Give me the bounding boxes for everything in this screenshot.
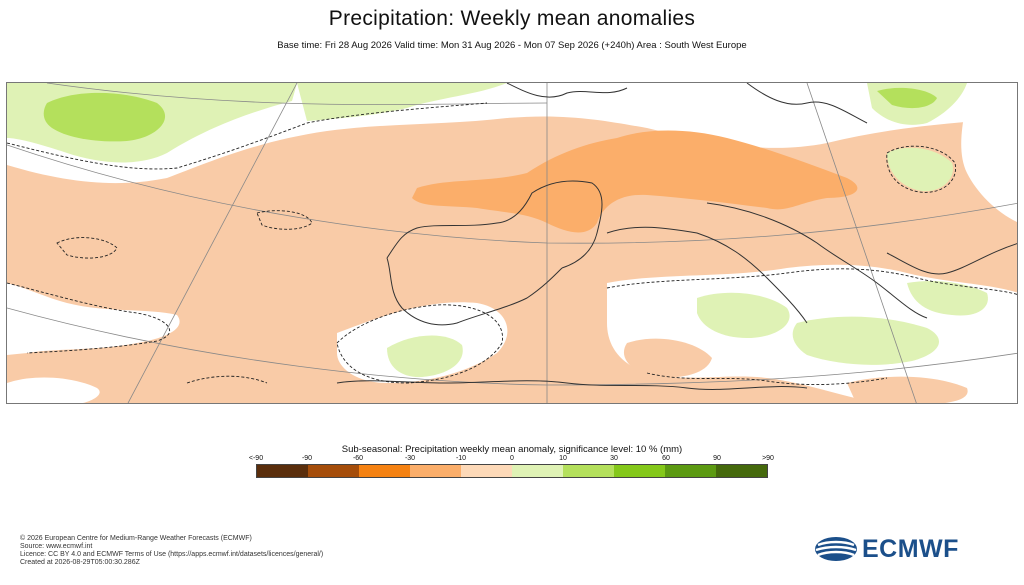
legend-tick: >90 — [762, 455, 774, 462]
positive-anomaly-northeast-core — [877, 87, 937, 109]
legend-tick: 90 — [713, 455, 721, 462]
legend-color-swatch — [665, 465, 716, 477]
legend-tick: 10 — [559, 455, 567, 462]
legend-tick: -30 — [404, 455, 416, 462]
graticule — [7, 83, 1017, 403]
legend-tick: -60 — [352, 455, 364, 462]
map-canvas — [7, 83, 1017, 403]
legend-color-swatch — [716, 465, 767, 477]
licence-text: Licence: CC BY 4.0 and ECMWF Terms of Us… — [20, 551, 324, 558]
legend-color-swatch — [359, 465, 410, 477]
near-normal-area-southwest — [7, 283, 180, 355]
positive-anomaly-north-africa — [387, 335, 463, 378]
legend-tick: <-90 — [248, 455, 264, 462]
legend-color-swatch — [308, 465, 359, 477]
created-text: Created at 2026-08-29T05:00:30.286Z — [20, 559, 140, 566]
legend-color-swatch — [257, 465, 308, 477]
negative-anomaly-tunisia — [623, 338, 712, 378]
legend-color-swatch — [614, 465, 665, 477]
legend-ticks: <-90 -90 -60 -30 -10 0 10 30 60 90 >90 — [249, 455, 774, 465]
legend-color-swatch — [410, 465, 461, 477]
legend-color-swatch — [461, 465, 512, 477]
positive-anomaly-libya — [792, 316, 939, 365]
legend-tick: 30 — [610, 455, 618, 462]
legend-tick: -10 — [455, 455, 467, 462]
significance-contours — [7, 102, 1017, 386]
legend-tick: 0 — [510, 455, 514, 462]
source-text: Source: www.ecmwf.int — [20, 543, 93, 550]
positive-anomaly-balkans — [887, 147, 953, 192]
positive-anomaly-aegean — [907, 281, 988, 316]
legend-tick: 60 — [662, 455, 670, 462]
legend-color-swatch — [563, 465, 614, 477]
legend-title: Sub-seasonal: Precipitation weekly mean … — [341, 444, 683, 455]
anomaly-map[interactable] — [6, 82, 1018, 404]
legend-colorbar — [256, 464, 768, 478]
ecmwf-logo-text: ECMWF — [862, 534, 959, 563]
negative-anomaly-southeast — [847, 376, 968, 403]
footer-credits: © 2026 European Centre for Medium-Range … — [20, 535, 323, 567]
positive-anomaly-central-med — [697, 292, 790, 338]
positive-anomaly-atlantic-core — [43, 92, 166, 142]
ecmwf-logo[interactable]: ECMWF — [814, 534, 959, 563]
legend-tick: -90 — [301, 455, 313, 462]
near-normal-area-east — [961, 83, 1017, 222]
legend-color-swatch — [512, 465, 563, 477]
page-title: Precipitation: Weekly mean anomalies — [328, 7, 696, 30]
near-normal-area-south-atlantic — [7, 377, 100, 403]
ecmwf-logo-icon — [815, 537, 857, 561]
positive-anomaly-north-strip — [297, 83, 507, 121]
coastlines — [336, 83, 1017, 390]
copyright-text: © 2026 European Centre for Medium-Range … — [20, 535, 252, 542]
page-subtitle: Base time: Fri 28 Aug 2026 Valid time: M… — [277, 40, 747, 51]
